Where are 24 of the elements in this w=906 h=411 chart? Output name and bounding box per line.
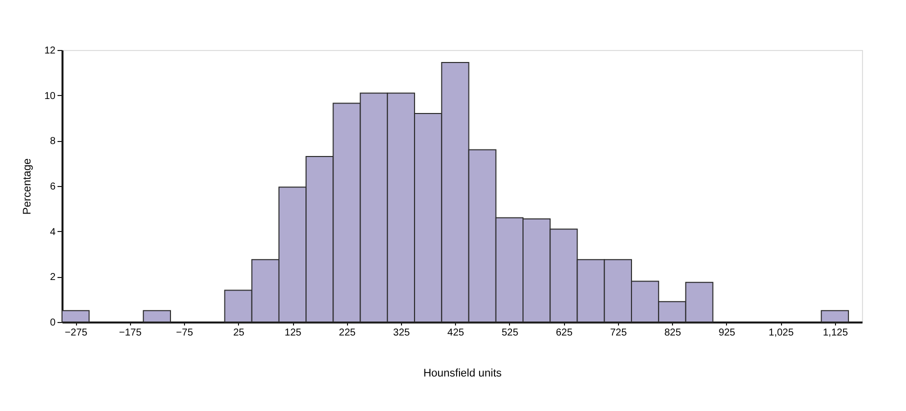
x-axis-title: Hounsfield units xyxy=(423,368,502,380)
x-tick-label: −275 xyxy=(64,328,88,338)
y-tick-label: 0 xyxy=(50,318,56,328)
x-tick-label: 425 xyxy=(447,328,464,338)
x-tick-label: 1,025 xyxy=(768,328,794,338)
x-tick-label: 925 xyxy=(718,328,736,338)
y-tick-label: 2 xyxy=(50,272,56,284)
y-tick-label: 12 xyxy=(44,46,56,56)
x-tick-label: 825 xyxy=(664,328,682,338)
y-tick-label: 6 xyxy=(50,182,56,192)
y-tick-label: 8 xyxy=(50,136,56,148)
x-tick-label: 325 xyxy=(393,328,410,338)
x-tick-label: 125 xyxy=(284,328,302,338)
y-tick-label: 10 xyxy=(44,90,56,102)
x-tick-label: 225 xyxy=(338,328,356,338)
x-tick-label: −175 xyxy=(119,328,142,338)
x-tick-label: 625 xyxy=(556,328,573,338)
x-tick-label: 25 xyxy=(233,328,245,338)
x-tick-label: 725 xyxy=(610,328,628,338)
x-tick-label: −75 xyxy=(176,328,194,338)
y-axis-title: Percentage xyxy=(21,158,34,215)
x-tick-label: 525 xyxy=(502,328,519,338)
x-tick-label: 1,125 xyxy=(822,328,848,338)
y-tick-label: 4 xyxy=(50,226,56,238)
